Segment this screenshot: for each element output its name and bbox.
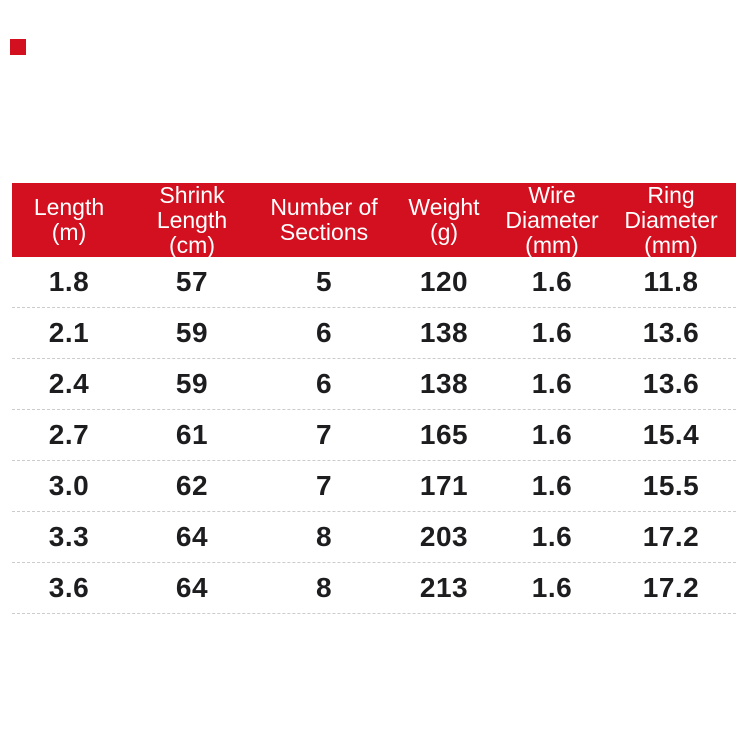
cell-weight: 120 <box>419 266 469 297</box>
cell-length: 2.1 <box>48 317 90 348</box>
cell-sections: 7 <box>315 419 333 450</box>
cell-sections: 8 <box>315 572 333 603</box>
table-row: 3.3 64 8 203 1.6 17.2 <box>12 512 736 563</box>
cell-weight: 138 <box>419 317 469 348</box>
cell-shrink-length: 64 <box>175 572 209 603</box>
cell-ring-diameter: 15.5 <box>642 470 700 501</box>
corner-red-mark <box>10 39 26 55</box>
cell-sections: 8 <box>315 521 333 552</box>
cell-length: 3.0 <box>48 470 90 501</box>
cell-ring-diameter: 13.6 <box>642 368 700 399</box>
cell-weight: 165 <box>419 419 469 450</box>
header-cell-length: Length (m) <box>12 183 126 257</box>
cell-sections: 5 <box>315 266 333 297</box>
header-cell-wire-diameter: Wire Diameter (mm) <box>498 181 606 258</box>
cell-shrink-length: 61 <box>175 419 209 450</box>
cell-wire-diameter: 1.6 <box>531 419 573 450</box>
cell-wire-diameter: 1.6 <box>531 368 573 399</box>
header-unit: (g) <box>429 219 459 245</box>
cell-shrink-length: 59 <box>175 368 209 399</box>
header-unit: (mm) <box>644 231 698 258</box>
header-unit: (m) <box>51 219 87 245</box>
cell-wire-diameter: 1.6 <box>531 266 573 297</box>
product-spec-table: Length (m) Shrink Length (cm) Number of … <box>12 181 736 614</box>
cell-ring-diameter: 11.8 <box>643 266 699 297</box>
header-label: Weight <box>408 194 480 220</box>
cell-sections: 7 <box>315 470 333 501</box>
cell-weight: 171 <box>419 470 469 501</box>
header-cell-weight: Weight (g) <box>390 183 498 257</box>
header-label: Wire Diameter <box>505 181 599 233</box>
cell-wire-diameter: 1.6 <box>531 317 573 348</box>
table-row: 3.0 62 7 171 1.6 15.5 <box>12 461 736 512</box>
cell-ring-diameter: 13.6 <box>642 317 700 348</box>
cell-ring-diameter: 17.2 <box>642 572 700 603</box>
header-label: Shrink Length <box>156 181 228 233</box>
table-row: 2.4 59 6 138 1.6 13.6 <box>12 359 736 410</box>
cell-shrink-length: 62 <box>175 470 209 501</box>
cell-length: 2.4 <box>48 368 90 399</box>
header-label: Length <box>33 194 105 220</box>
header-unit: (mm) <box>525 231 579 258</box>
header-label: Ring Diameter <box>624 181 718 233</box>
cell-weight: 213 <box>419 572 469 603</box>
cell-shrink-length: 64 <box>175 521 209 552</box>
header-unit: (cm) <box>169 231 215 258</box>
cell-wire-diameter: 1.6 <box>531 470 573 501</box>
cell-shrink-length: 59 <box>175 317 209 348</box>
cell-length: 3.6 <box>48 572 90 603</box>
table-row: 2.7 61 7 165 1.6 15.4 <box>12 410 736 461</box>
cell-sections: 6 <box>315 317 333 348</box>
table-row: 1.8 57 5 120 1.6 11.8 <box>12 257 736 308</box>
cell-wire-diameter: 1.6 <box>531 572 573 603</box>
header-cell-ring-diameter: Ring Diameter (mm) <box>606 181 736 258</box>
cell-shrink-length: 57 <box>175 266 209 297</box>
header-cell-number-of-sections: Number of Sections <box>258 183 390 257</box>
cell-ring-diameter: 17.2 <box>642 521 700 552</box>
cell-ring-diameter: 15.4 <box>642 419 700 450</box>
table-row: 3.6 64 8 213 1.6 17.2 <box>12 563 736 614</box>
cell-wire-diameter: 1.6 <box>531 521 573 552</box>
cell-weight: 138 <box>419 368 469 399</box>
cell-length: 2.7 <box>48 419 90 450</box>
table-row: 2.1 59 6 138 1.6 13.6 <box>12 308 736 359</box>
cell-weight: 203 <box>419 521 469 552</box>
cell-length: 3.3 <box>48 521 90 552</box>
cell-length: 1.8 <box>48 266 90 297</box>
cell-sections: 6 <box>315 368 333 399</box>
header-cell-shrink-length: Shrink Length (cm) <box>126 181 258 258</box>
header-label: Number of Sections <box>270 194 378 245</box>
table-header-row: Length (m) Shrink Length (cm) Number of … <box>12 181 736 258</box>
